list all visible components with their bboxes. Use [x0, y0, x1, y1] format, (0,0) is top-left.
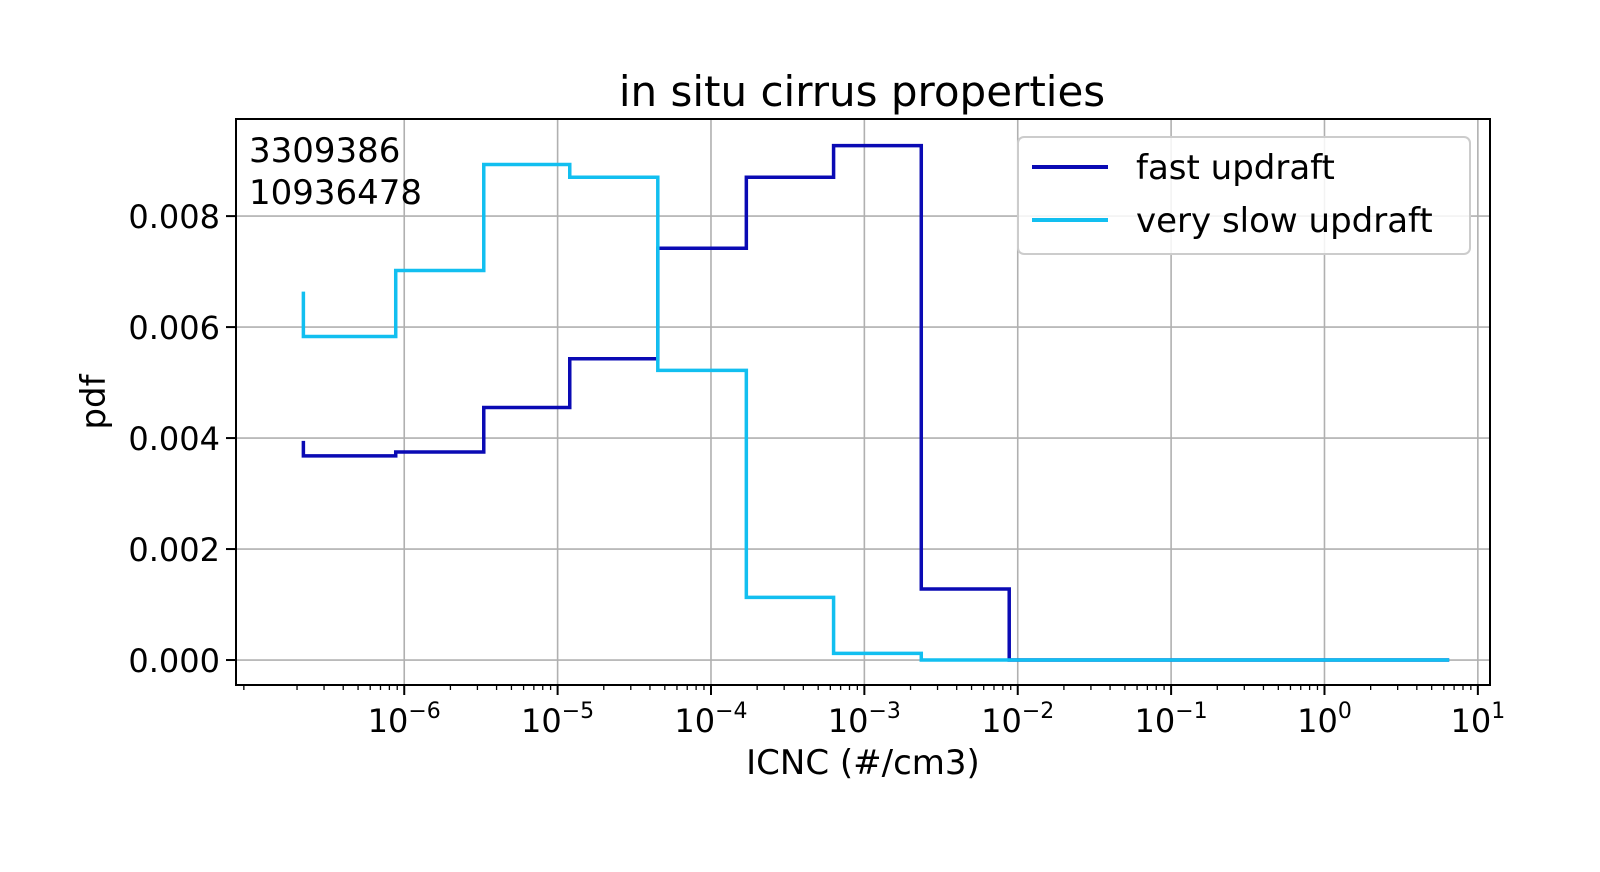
series-layer — [301, 143, 1450, 662]
x-tick-label: 10−6 — [368, 699, 441, 740]
legend-label-fast-updraft: fast updraft — [1136, 148, 1335, 188]
y-tick-label: 0.004 — [128, 420, 220, 458]
series-line-very-slow-updraft — [301, 162, 1450, 662]
x-tick-label: 10−5 — [521, 699, 594, 740]
x-axis-label: ICNC (#/cm3) — [746, 743, 980, 783]
y-tick-label: 0.002 — [128, 531, 220, 569]
plot-frame — [235, 118, 1491, 686]
annotation-line-1: 3309386 — [249, 131, 400, 171]
y-tick-label: 0.000 — [128, 642, 220, 680]
legend-box — [1017, 136, 1471, 255]
ticks: 10−6 10−5 10−4 10−3 10−2 10−1 100 101 0.000 0.002… — [128, 198, 1505, 740]
x-tick-label: 10−2 — [981, 699, 1054, 740]
x-tick-label: 101 — [1450, 699, 1505, 740]
x-tick-label: 10−1 — [1135, 699, 1208, 740]
y-tick-label: 0.008 — [128, 198, 220, 236]
x-tick-label: 100 — [1297, 699, 1352, 740]
y-tick-label: 0.006 — [128, 309, 220, 347]
y-axis-label: pdf — [74, 373, 114, 429]
chart-title: in situ cirrus properties — [619, 67, 1105, 116]
x-tick-label: 10−3 — [828, 699, 901, 740]
legend-label-very-slow-updraft: very slow updraft — [1136, 201, 1433, 241]
legend: fast updraft very slow updraft — [1017, 136, 1471, 255]
annotation-line-2: 10936478 — [249, 173, 422, 213]
x-tick-label: 10−4 — [674, 699, 747, 740]
